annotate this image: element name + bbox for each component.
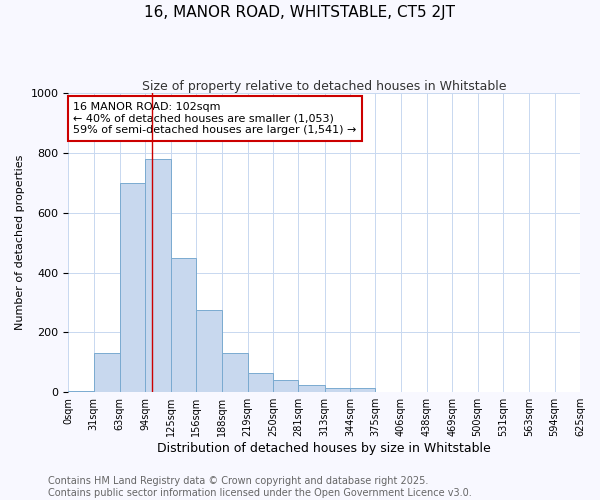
Bar <box>94 354 120 392</box>
Bar <box>298 384 325 392</box>
Bar <box>196 310 222 392</box>
Text: 16, MANOR ROAD, WHITSTABLE, CT5 2JT: 16, MANOR ROAD, WHITSTABLE, CT5 2JT <box>145 5 455 20</box>
Bar <box>222 354 248 392</box>
Text: 16 MANOR ROAD: 102sqm
← 40% of detached houses are smaller (1,053)
59% of semi-d: 16 MANOR ROAD: 102sqm ← 40% of detached … <box>73 102 357 135</box>
Y-axis label: Number of detached properties: Number of detached properties <box>15 155 25 330</box>
Bar <box>325 388 350 392</box>
X-axis label: Distribution of detached houses by size in Whitstable: Distribution of detached houses by size … <box>157 442 491 455</box>
Bar <box>350 388 376 392</box>
Title: Size of property relative to detached houses in Whitstable: Size of property relative to detached ho… <box>142 80 506 93</box>
Text: Contains HM Land Registry data © Crown copyright and database right 2025.
Contai: Contains HM Land Registry data © Crown c… <box>48 476 472 498</box>
Bar <box>68 390 94 392</box>
Bar <box>273 380 298 392</box>
Bar <box>145 159 170 392</box>
Bar <box>170 258 196 392</box>
Bar <box>248 373 273 392</box>
Bar <box>120 183 145 392</box>
